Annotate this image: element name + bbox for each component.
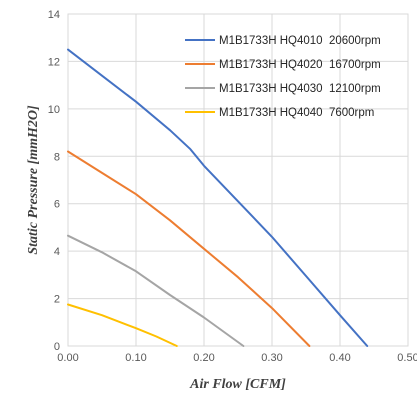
y-tick-label: 12 bbox=[48, 56, 60, 68]
y-axis-label: Static Pressure [mmH2O] bbox=[26, 105, 41, 255]
legend: M1B1733H HQ4010 20600rpm M1B1733H HQ4020 … bbox=[185, 35, 381, 119]
x-axis-ticks: 0.00 0.10 0.20 0.30 0.40 0.50 bbox=[57, 352, 417, 364]
series-line-3 bbox=[67, 234, 245, 347]
y-tick-label: 14 bbox=[48, 9, 60, 21]
x-tick-label: 0.50 bbox=[397, 352, 417, 364]
x-tick-label: 0.00 bbox=[57, 352, 78, 364]
y-tick-label: 6 bbox=[54, 199, 60, 211]
legend-label-1: M1B1733H HQ4010 20600rpm bbox=[219, 35, 381, 47]
y-tick-label: 8 bbox=[54, 151, 60, 163]
x-tick-label: 0.40 bbox=[329, 352, 350, 364]
x-tick-label: 0.10 bbox=[125, 352, 146, 364]
y-tick-label: 10 bbox=[48, 104, 60, 116]
y-axis-ticks: 0 2 4 6 8 10 12 14 bbox=[48, 9, 60, 353]
series-line-2 bbox=[67, 150, 311, 347]
legend-label-2: M1B1733H HQ4020 16700rpm bbox=[219, 59, 381, 71]
series-lines bbox=[67, 48, 369, 347]
series-line-4 bbox=[67, 303, 178, 347]
x-axis-label: Air Flow [CFM] bbox=[189, 377, 286, 392]
x-tick-label: 0.20 bbox=[193, 352, 214, 364]
y-tick-label: 0 bbox=[54, 341, 60, 353]
legend-label-3: M1B1733H HQ4030 12100rpm bbox=[219, 83, 381, 95]
x-tick-label: 0.30 bbox=[261, 352, 282, 364]
series-line-1 bbox=[67, 48, 369, 347]
y-tick-label: 2 bbox=[54, 294, 60, 306]
legend-label-4: M1B1733H HQ4040 7600rpm bbox=[219, 107, 374, 119]
y-tick-label: 4 bbox=[54, 246, 60, 258]
plot-area-frame bbox=[67, 13, 409, 347]
